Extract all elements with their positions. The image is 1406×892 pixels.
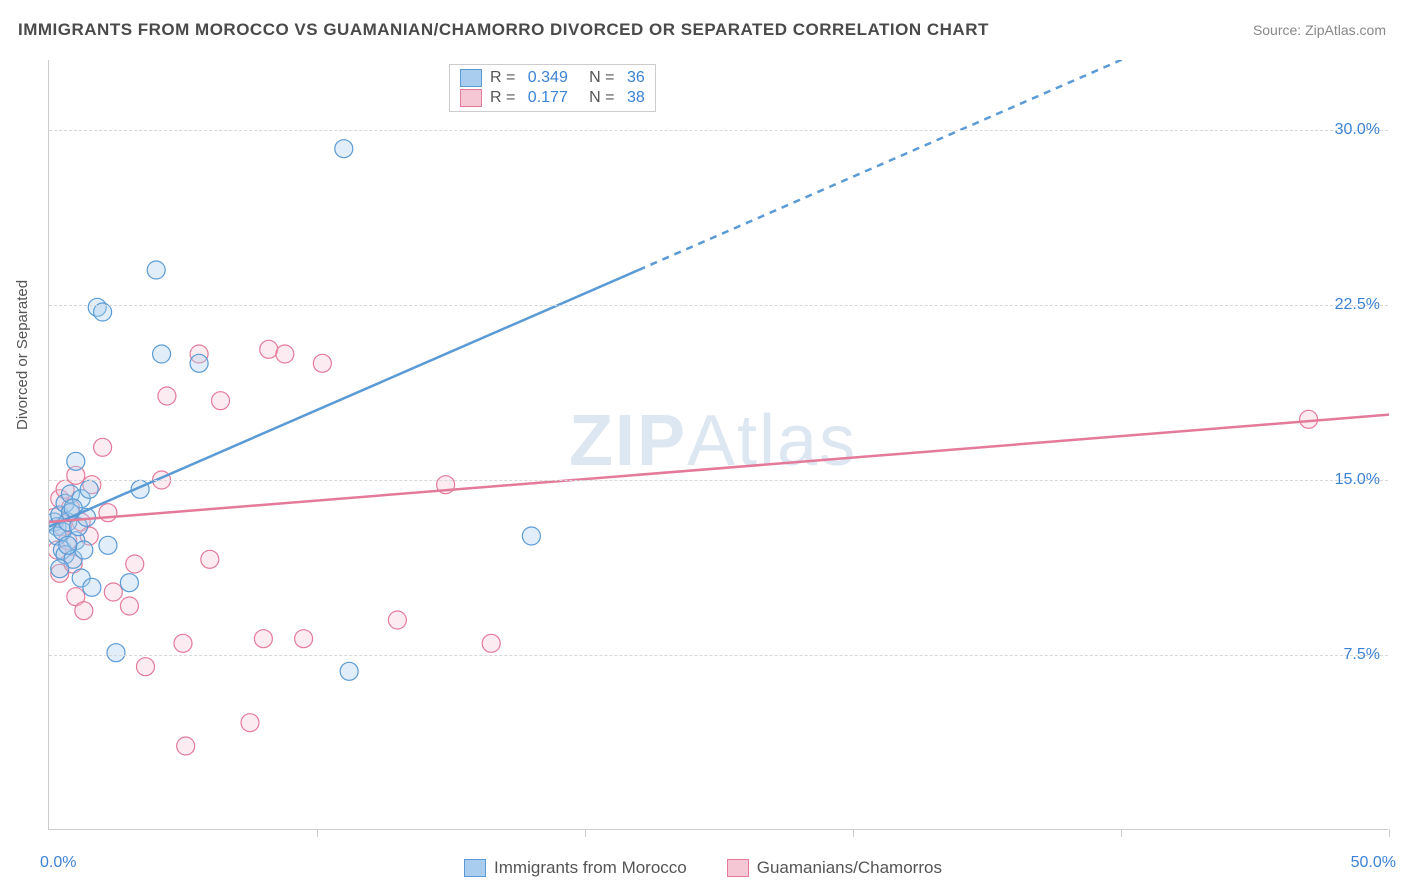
legend-swatch-0 [460,69,482,87]
data-point [335,140,353,158]
grid-line [49,130,1388,131]
data-point [126,555,144,573]
data-point [99,536,117,554]
data-point [260,340,278,358]
data-point [51,560,69,578]
data-point [295,630,313,648]
data-point [388,611,406,629]
legend-bottom: Immigrants from Morocco Guamanians/Chamo… [0,858,1406,878]
legend-stats: R = 0.349 N = 36 R = 0.177 N = 38 [449,64,656,112]
trend-line [49,270,639,527]
legend-r-label-0: R = [490,69,520,87]
ytick-label: 22.5% [1335,296,1380,314]
xtick-mark [1389,829,1390,837]
data-point [75,602,93,620]
data-point [212,392,230,410]
data-point [241,714,259,732]
grid-line [49,480,1388,481]
data-point [522,527,540,545]
data-point [153,345,171,363]
legend-r-value-0: 0.349 [528,69,568,87]
data-point [67,452,85,470]
data-point [80,480,98,498]
legend-stats-row-0: R = 0.349 N = 36 [460,69,645,87]
data-point [147,261,165,279]
data-point [120,597,138,615]
grid-line [49,305,1388,306]
ytick-label: 30.0% [1335,121,1380,139]
legend-n-label-0: N = [576,69,619,87]
data-point [177,737,195,755]
chart-title: IMMIGRANTS FROM MOROCCO VS GUAMANIAN/CHA… [18,20,989,40]
legend-bottom-swatch-0 [464,859,486,877]
data-point [1300,410,1318,428]
data-point [313,354,331,372]
data-point [59,536,77,554]
y-axis-label: Divorced or Separated [14,280,31,430]
legend-n-value-1: 38 [627,89,645,107]
chart-svg [49,60,1389,830]
data-point [75,541,93,559]
data-point [94,438,112,456]
data-point [158,387,176,405]
data-point [107,644,125,662]
legend-r-value-1: 0.177 [528,89,568,107]
trend-line [49,415,1389,522]
legend-bottom-item-0: Immigrants from Morocco [464,858,687,878]
legend-n-label-1: N = [576,89,619,107]
ytick-label: 15.0% [1335,471,1380,489]
xtick-mark [1121,829,1122,837]
legend-r-label-1: R = [490,89,520,107]
data-point [482,634,500,652]
source-attribution: Source: ZipAtlas.com [1253,22,1386,38]
data-point [340,662,358,680]
xtick-mark [853,829,854,837]
grid-line [49,655,1388,656]
legend-n-value-0: 36 [627,69,645,87]
legend-swatch-1 [460,89,482,107]
data-point [83,578,101,596]
legend-stats-row-1: R = 0.177 N = 38 [460,89,645,107]
data-point [120,574,138,592]
data-point [254,630,272,648]
xtick-mark [317,829,318,837]
legend-bottom-label-1: Guamanians/Chamorros [757,858,942,878]
legend-bottom-swatch-1 [727,859,749,877]
plot-area: ZIPAtlas R = 0.349 N = 36 R = 0.177 N = … [48,60,1388,830]
legend-bottom-label-0: Immigrants from Morocco [494,858,687,878]
trend-line-extrapolated [639,60,1229,270]
legend-bottom-item-1: Guamanians/Chamorros [727,858,942,878]
xtick-mark [585,829,586,837]
ytick-label: 7.5% [1344,646,1380,664]
data-point [201,550,219,568]
data-point [136,658,154,676]
data-point [190,354,208,372]
data-point [104,583,122,601]
data-point [276,345,294,363]
data-point [174,634,192,652]
